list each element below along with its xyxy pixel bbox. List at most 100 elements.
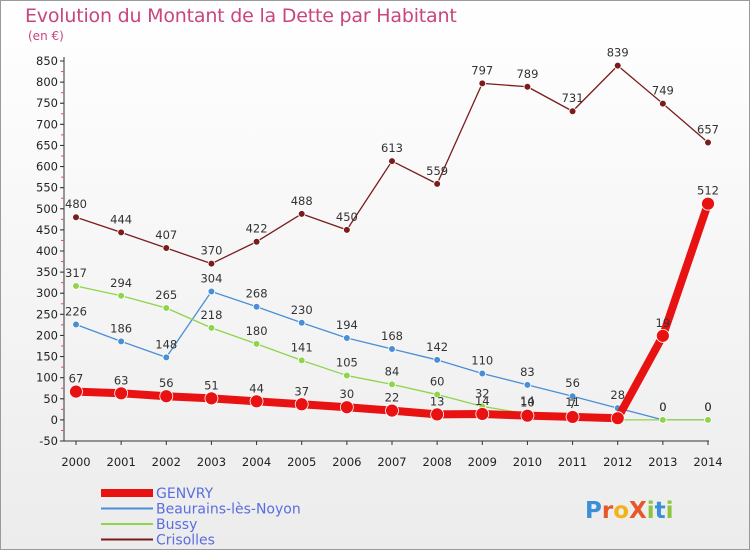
x-tick-label: 2003 xyxy=(197,455,226,469)
data-label: 218 xyxy=(200,308,222,322)
x-tick-label: 2010 xyxy=(513,455,542,469)
data-label: 0 xyxy=(659,400,666,414)
legend-label: GENVRY xyxy=(156,486,214,502)
data-label: 230 xyxy=(291,303,313,317)
data-label: 168 xyxy=(381,329,403,343)
x-tick-label: 2002 xyxy=(152,455,181,469)
data-label: 422 xyxy=(246,222,268,236)
legend-label: Beaurains-lès-Noyon xyxy=(156,502,301,518)
data-label: 11 xyxy=(565,395,580,409)
data-point xyxy=(478,79,487,88)
data-point xyxy=(433,180,441,188)
x-tick-label: 2012 xyxy=(603,455,632,469)
data-label: 22 xyxy=(385,391,400,405)
unit-label: (en €) xyxy=(28,29,64,43)
data-point xyxy=(72,320,80,329)
y-tick-label: 100 xyxy=(36,371,58,385)
data-label: 370 xyxy=(200,244,222,258)
data-label: 797 xyxy=(471,63,493,77)
data-label: 265 xyxy=(155,288,177,302)
data-label: 63 xyxy=(114,373,129,387)
data-label: 294 xyxy=(110,276,132,290)
data-point xyxy=(610,411,625,426)
data-label: 268 xyxy=(246,287,268,301)
data-point xyxy=(252,237,261,246)
y-tick-label: 700 xyxy=(36,117,58,131)
data-label: 450 xyxy=(336,210,358,224)
data-label: 56 xyxy=(159,376,174,390)
y-tick-label: 800 xyxy=(36,75,58,89)
y-tick-label: 400 xyxy=(36,244,58,258)
data-point xyxy=(297,318,306,327)
data-point xyxy=(252,302,261,311)
x-tick-label: 2009 xyxy=(468,455,497,469)
x-tick-label: 2005 xyxy=(287,455,316,469)
data-label: 0 xyxy=(704,400,711,414)
data-label: 444 xyxy=(110,212,132,226)
data-label: 559 xyxy=(426,164,448,178)
x-tick-label: 2013 xyxy=(648,455,677,469)
data-label: 317 xyxy=(65,266,87,280)
data-point xyxy=(114,386,129,401)
data-label: 37 xyxy=(294,384,309,398)
data-point xyxy=(613,61,622,70)
data-label: 142 xyxy=(426,340,448,354)
data-label: 839 xyxy=(607,46,629,60)
data-point xyxy=(207,259,216,268)
data-label: 28 xyxy=(610,388,625,402)
data-label: 67 xyxy=(69,372,84,386)
data-point xyxy=(568,392,577,401)
data-point xyxy=(297,210,306,218)
data-label: 13 xyxy=(430,394,445,408)
data-label: 14 xyxy=(475,394,490,408)
svg-text:ProXiti: ProXiti xyxy=(585,498,674,524)
data-point xyxy=(388,380,396,389)
data-label: 110 xyxy=(471,353,493,367)
y-tick-label: 350 xyxy=(36,265,58,279)
data-label: 194 xyxy=(336,318,358,332)
y-tick-label: 750 xyxy=(36,96,58,110)
data-label: 14 xyxy=(520,394,535,408)
data-point xyxy=(249,394,264,409)
data-label: 148 xyxy=(155,337,177,351)
data-point xyxy=(162,353,171,362)
y-tick-label: 650 xyxy=(36,138,58,152)
data-label: 304 xyxy=(200,272,222,286)
data-point xyxy=(207,324,216,332)
y-tick-label: 300 xyxy=(36,286,58,300)
data-point xyxy=(204,391,219,406)
data-point xyxy=(433,356,441,364)
data-point xyxy=(655,328,670,343)
data-point xyxy=(475,407,490,421)
data-label: 56 xyxy=(565,376,580,390)
data-label: 488 xyxy=(291,194,313,208)
data-point xyxy=(343,334,351,342)
data-point xyxy=(568,107,577,116)
series-crisolles xyxy=(72,61,712,268)
chart-title: Evolution du Montant de la Dette par Hab… xyxy=(25,5,457,27)
y-tick-label: 850 xyxy=(36,54,58,68)
x-tick-label: 2011 xyxy=(558,455,587,469)
data-label: 32 xyxy=(475,386,490,400)
data-label: 407 xyxy=(155,228,177,242)
y-tick-label: 600 xyxy=(36,160,58,174)
data-point xyxy=(162,244,171,252)
data-label: 60 xyxy=(430,375,445,389)
data-point xyxy=(659,416,667,424)
data-point xyxy=(207,287,216,296)
legend-label: Bussy xyxy=(156,517,197,533)
data-label: 613 xyxy=(381,141,403,155)
y-tick-label: 0 xyxy=(51,413,58,427)
data-label: 83 xyxy=(520,365,535,379)
y-tick-label: 250 xyxy=(36,307,58,321)
data-point xyxy=(388,157,396,165)
x-tick-label: 2006 xyxy=(332,455,361,469)
data-label: 105 xyxy=(336,356,358,370)
data-label: 226 xyxy=(65,304,87,318)
x-tick-label: 2008 xyxy=(423,455,452,469)
legend-label: Crisolles xyxy=(156,533,215,549)
data-point xyxy=(117,291,125,300)
data-point xyxy=(72,282,80,290)
